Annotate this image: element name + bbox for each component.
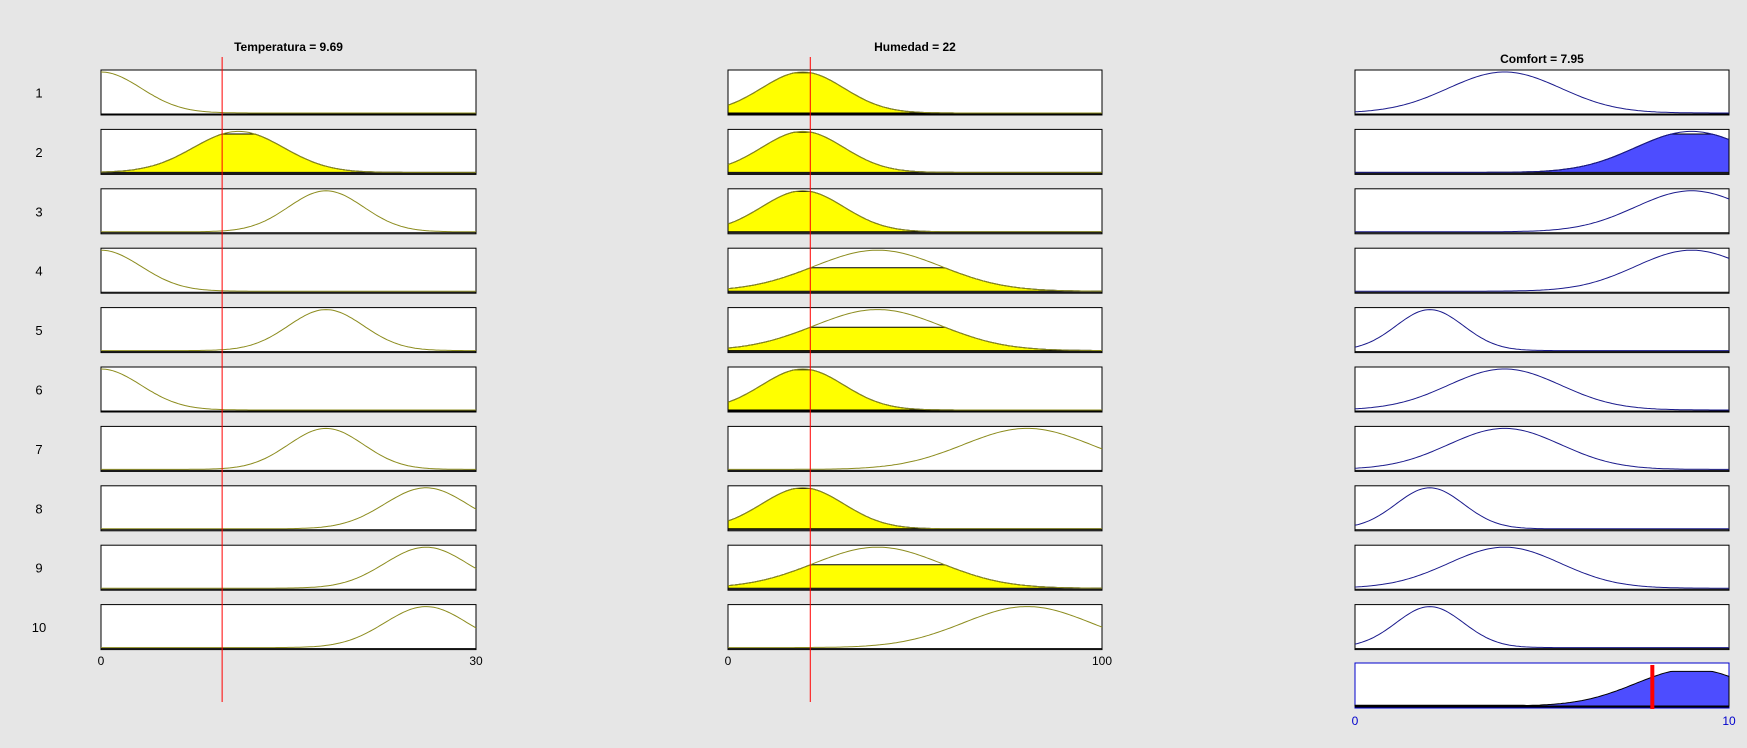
output-comfort-rule-3-panel	[1354, 188, 1730, 235]
output-comfort-tick-10: 10	[1722, 714, 1736, 728]
output-comfort-rule-1-panel	[1354, 69, 1730, 116]
input-humedad-rule-5-panel	[727, 307, 1103, 354]
input-temperatura-rule-3-curve	[101, 190, 476, 233]
input-humedad-rule-4-curve	[727, 249, 1102, 292]
input-temperatura-title: Temperatura = 9.69	[234, 40, 343, 54]
input-humedad-rule-2-panel	[727, 128, 1103, 175]
input-humedad-title: Humedad = 22	[874, 40, 956, 54]
input-temperatura-rule-10-curve	[101, 606, 477, 649]
input-temperatura-tick-30: 30	[469, 654, 483, 668]
input-humedad-rule-10-panel	[727, 604, 1103, 651]
input-temperatura-rule-2-panel	[100, 128, 477, 175]
output-comfort-rule-4-panel	[1354, 247, 1730, 294]
output-comfort-rule-1-curve	[1354, 71, 1729, 114]
input-humedad-rule-5-curve	[727, 309, 1102, 351]
input-temperatura-rule-5-panel	[100, 307, 477, 354]
output-comfort-rule-2-curve	[1355, 130, 1730, 173]
output-comfort-tick-0: 0	[1352, 714, 1359, 728]
input-temperatura-rule-4-curve	[100, 249, 476, 292]
input-humedad-rule-7-panel	[727, 425, 1103, 472]
output-comfort-rule-7-panel	[1354, 425, 1730, 472]
output-comfort-rule-9-panel	[1354, 544, 1730, 591]
output-comfort-rule-6-panel	[1354, 366, 1730, 413]
output-comfort-rule-5-panel	[1354, 307, 1730, 354]
input-temperatura-rule-1-curve	[100, 71, 476, 114]
rule-number-1: 1	[35, 86, 42, 101]
input-temperatura-rule-9-panel	[100, 544, 477, 591]
input-humedad-rule-1-panel	[727, 69, 1103, 116]
rule-number-2: 2	[35, 145, 42, 160]
input-humedad-rule-9-panel	[727, 544, 1103, 591]
input-temperatura-rule-7-curve	[101, 427, 476, 470]
input-temperatura-rule-6-curve	[100, 368, 476, 411]
rule-number-3: 3	[35, 204, 42, 219]
input-temperatura-tick-0: 0	[98, 654, 105, 668]
input-humedad-rule-8-curve	[727, 487, 1102, 530]
output-aggregate-fill	[1354, 670, 1730, 707]
input-humedad-rule-3-panel	[727, 188, 1103, 235]
input-temperatura-rule-10-panel	[100, 604, 477, 651]
output-aggregate-panel	[1354, 662, 1730, 709]
input-temperatura-rule-9-curve	[101, 546, 477, 589]
input-humedad-rule-6-curve	[727, 368, 1102, 411]
input-humedad-rule-7-curve	[728, 427, 1103, 470]
output-comfort-rule-7-curve	[1354, 427, 1729, 470]
input-temperatura-rule-3-panel	[100, 188, 477, 235]
input-humedad-tick-0: 0	[725, 654, 732, 668]
output-comfort-rule-5-curve	[1354, 309, 1729, 352]
input-humedad-rule-2-curve	[727, 130, 1102, 173]
input-temperatura-rule-1-panel	[100, 69, 477, 116]
rule-number-7: 7	[35, 442, 42, 457]
output-comfort-rule-10-panel	[1354, 604, 1730, 651]
output-comfort-title: Comfort = 7.95	[1500, 52, 1584, 66]
output-comfort-rule-10-curve	[1354, 606, 1729, 649]
rule-number-10: 10	[32, 620, 46, 635]
input-temperatura-rule-8-curve	[101, 487, 477, 530]
rule-number-4: 4	[35, 264, 42, 279]
input-humedad-rule-10-curve	[728, 606, 1103, 649]
input-temperatura-rule-6-panel	[100, 366, 477, 413]
input-humedad-tick-100: 100	[1092, 654, 1112, 668]
input-temperatura-rule-7-panel	[100, 425, 477, 472]
input-temperatura-rule-8-panel	[100, 485, 477, 532]
input-temperatura-rule-5-curve	[101, 309, 476, 352]
input-humedad-rule-3-curve	[727, 190, 1102, 233]
input-temperatura-rule-4-panel	[100, 247, 477, 294]
rule-number-6: 6	[35, 383, 42, 398]
input-humedad-rule-6-panel	[727, 366, 1103, 413]
rule-number-9: 9	[35, 561, 42, 576]
output-comfort-rule-8-curve	[1354, 487, 1729, 530]
rule-number-5: 5	[35, 323, 42, 338]
output-comfort-rule-3-curve	[1355, 190, 1730, 233]
output-comfort-rule-2-panel	[1354, 128, 1730, 175]
rule-number-8: 8	[35, 501, 42, 516]
input-humedad-rule-4-panel	[727, 247, 1103, 294]
output-comfort-rule-4-curve	[1355, 249, 1730, 292]
input-humedad-rule-8-panel	[727, 485, 1103, 532]
input-humedad-rule-9-curve	[727, 546, 1102, 589]
input-temperatura-rule-2-curve	[100, 130, 476, 173]
input-humedad-rule-1-curve	[727, 71, 1102, 114]
output-comfort-rule-9-curve	[1354, 546, 1729, 589]
output-comfort-rule-8-panel	[1354, 485, 1730, 532]
output-comfort-rule-6-curve	[1354, 368, 1729, 411]
